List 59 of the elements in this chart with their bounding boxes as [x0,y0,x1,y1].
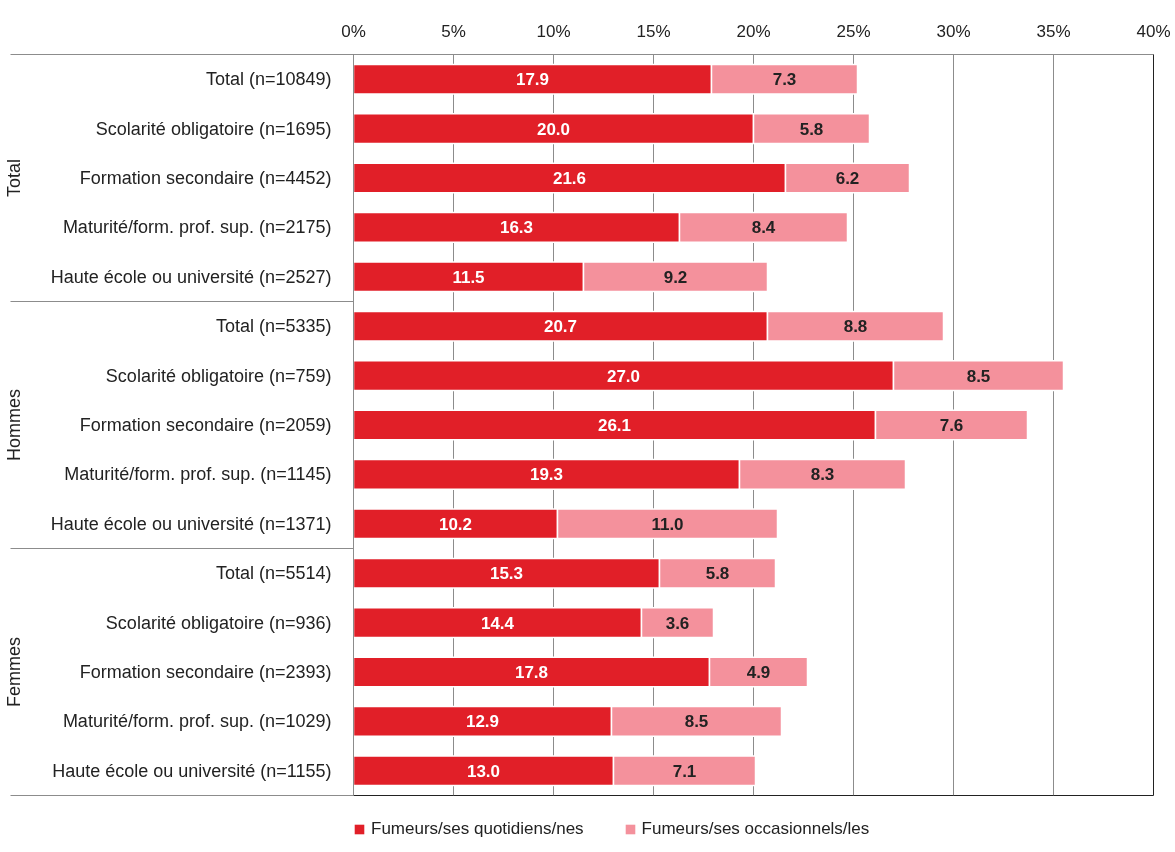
data-label: 20.0 [536,119,571,139]
data-label: 13.0 [466,761,501,781]
data-label: 11.0 [651,514,684,534]
y-tick-label: Haute école ou université (n=1371) [50,513,332,534]
data-label: 12.9 [465,712,500,732]
legend-label: Fumeurs/ses occasionnels/les [641,819,870,839]
data-label: 17.8 [514,663,549,682]
y-tick-label: Scolarité obligatoire (n=1695) [95,118,332,139]
data-label: 11.5 [452,267,485,287]
data-label: 10.2 [438,514,473,534]
x-tick-label: 30% [936,21,971,41]
text: Total [3,158,24,198]
y-tick-label: Formation secondaire (n=2393) [79,662,332,682]
data-label: 26.1 [597,416,632,435]
y-tick-label: Maturité/form. prof. sup. (n=1145) [64,464,332,485]
data-label: 17.9 [515,70,550,90]
y-tick-label: Formation secondaire (n=2059) [79,415,332,435]
y-tick-label: Haute école ou université (n=2527) [50,266,332,287]
data-label: 7.6 [939,416,964,435]
y-tick-label: Total (n=10849) [205,69,332,90]
y-tick-label: Maturité/form. prof. sup. (n=2175) [62,217,332,238]
x-tick-label: 15% [636,21,671,41]
y-tick-label: Scolarité obligatoire (n=759) [105,365,332,386]
x-tick-label: 10% [536,21,571,41]
x-tick-label: 35% [1036,21,1071,41]
y-tick-label: Haute école ou université (n=1155) [52,760,332,781]
data-label: 21.6 [552,169,587,188]
data-label: 27.0 [606,366,641,386]
data-label: 8.5 [966,366,991,386]
data-label: 15.3 [489,564,524,584]
data-label: 5.8 [799,119,824,139]
x-tick-label: 20% [736,21,771,41]
x-tick-label: 0% [341,21,366,41]
data-label: 7.1 [672,761,697,781]
data-label: 6.2 [835,169,860,188]
y-tick-label: Scolarité obligatoire (n=936) [105,612,332,633]
text: Femmes [3,636,24,707]
data-label: 16.3 [499,218,534,238]
data-label: 8.3 [810,465,835,485]
data-label: 8.5 [684,712,709,732]
y-tick-label: Maturité/form. prof. sup. (n=1029) [62,711,332,732]
data-label: 4.9 [746,663,771,682]
y-tick-label: Total (n=5514) [215,563,332,584]
data-label: 7.3 [772,70,797,90]
data-label: 8.4 [751,218,776,238]
data-label: 19.3 [529,465,564,485]
y-tick-label: Formation secondaire (n=4452) [79,168,332,188]
data-label: 9.2 [663,267,688,287]
data-label: 8.8 [843,317,868,337]
text: Hommes [3,388,24,461]
x-tick-label: 40% [1136,21,1171,41]
data-label: 14.4 [480,613,515,633]
data-label: 5.8 [705,564,730,584]
x-tick-label: 5% [441,21,466,41]
data-label: 3.6 [665,613,690,633]
y-tick-label: Total (n=5335) [215,316,332,337]
x-tick-label: 25% [836,21,871,41]
legend-label: Fumeurs/ses quotidiens/nes [371,819,584,839]
data-label: 20.7 [543,317,578,337]
